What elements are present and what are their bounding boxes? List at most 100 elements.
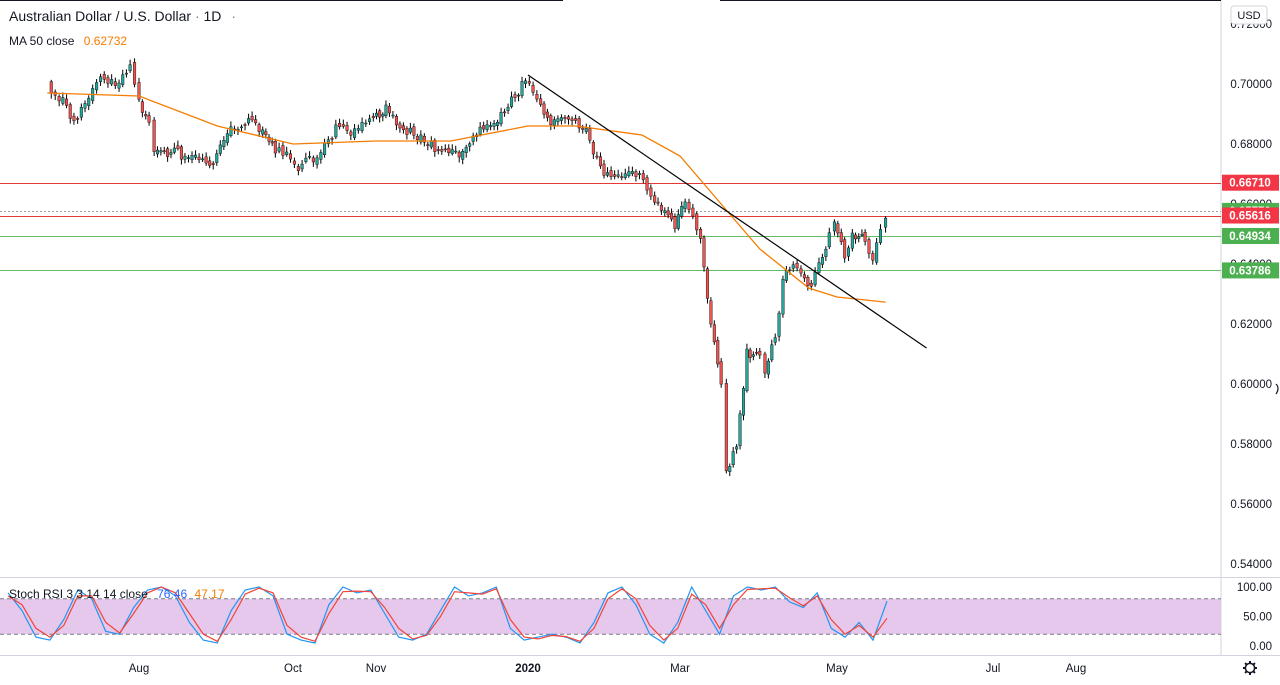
- stoch-rsi-legend[interactable]: Stoch RSI 3 3 14 14 close 76.46 47.17: [9, 587, 225, 601]
- candle-body: [415, 136, 419, 140]
- legend-more-icon[interactable]: ·: [231, 8, 236, 24]
- candle-body: [616, 174, 620, 177]
- candle-body: [839, 232, 843, 242]
- candle-body: [72, 115, 76, 122]
- candle-body: [627, 171, 631, 177]
- candle-body: [884, 217, 888, 228]
- candle-body: [117, 82, 121, 89]
- candle-body: [659, 204, 663, 211]
- candle-body: [412, 126, 416, 136]
- candle-body: [620, 176, 624, 178]
- candle-body: [645, 177, 649, 191]
- stoch-rsi-d-value: 47.17: [194, 587, 225, 601]
- candle-body: [436, 149, 440, 151]
- candle-body: [378, 110, 382, 118]
- settings-gear-icon[interactable]: [1243, 661, 1257, 675]
- candle-body: [806, 277, 810, 286]
- candle-body: [860, 234, 864, 236]
- candle-body: [641, 173, 645, 180]
- candle-body: [567, 116, 571, 120]
- candle-body: [773, 337, 777, 343]
- candle-body: [824, 248, 828, 257]
- candle-body: [429, 141, 433, 148]
- candle-body: [588, 128, 592, 141]
- candle-body: [454, 150, 458, 153]
- candle-body: [371, 116, 375, 118]
- candle-body: [687, 202, 691, 210]
- candle-body: [676, 214, 680, 229]
- candle-body: [387, 106, 391, 114]
- candle-body: [552, 119, 556, 126]
- candle-body: [584, 128, 588, 132]
- candle-body: [503, 111, 507, 114]
- candle-body: [863, 232, 867, 242]
- candle-body: [162, 150, 166, 152]
- candle-body: [270, 141, 274, 144]
- candle-body: [854, 234, 858, 240]
- candle-body: [781, 278, 785, 315]
- candle-body: [570, 118, 574, 121]
- candle-body: [763, 353, 767, 374]
- candle-body: [364, 122, 368, 125]
- candle-body: [602, 163, 606, 176]
- candle-body: [683, 201, 687, 209]
- candle-body: [401, 125, 405, 130]
- candle-body: [875, 242, 879, 263]
- candle-body: [250, 116, 254, 121]
- price-tick-label: 0.62000: [1230, 319, 1272, 331]
- stoch-rsi-k-line: [7, 585, 888, 644]
- candle-body: [731, 451, 735, 466]
- symbol-legend[interactable]: Australian Dollar / U.S. Dollar · 1D ·: [9, 8, 236, 24]
- candle-body: [836, 223, 840, 234]
- candle-body: [326, 139, 330, 145]
- rsi-tick-label: 50.00: [1243, 612, 1272, 624]
- candle-body: [197, 156, 201, 161]
- candle-body: [264, 131, 268, 136]
- candle-body: [281, 145, 285, 156]
- candle-body: [847, 247, 851, 257]
- candle-body: [871, 253, 875, 261]
- candle-body: [422, 135, 426, 143]
- interval-label: 1D: [203, 8, 222, 24]
- candle-body: [802, 274, 806, 279]
- candle-body: [535, 93, 539, 100]
- candle-body: [637, 173, 641, 175]
- price-tag: [1222, 174, 1279, 191]
- ma-legend[interactable]: MA 50 close 0.62732: [9, 34, 127, 48]
- candle-body: [758, 350, 762, 356]
- candle-body: [57, 96, 61, 102]
- candle-body: [391, 114, 395, 117]
- candle-body: [461, 151, 465, 160]
- candle-body: [239, 126, 243, 129]
- candle-body: [623, 173, 627, 178]
- candle-body: [496, 121, 500, 126]
- candle-body: [506, 107, 510, 111]
- candle-body: [634, 171, 638, 177]
- stoch-rsi-d-line: [7, 586, 888, 643]
- price-tag: [1222, 207, 1279, 224]
- candle-body: [140, 101, 144, 113]
- candle-body: [735, 446, 739, 450]
- candle-body: [745, 348, 749, 391]
- candle-body: [349, 131, 353, 136]
- candle-body: [194, 154, 198, 158]
- candle-body: [68, 104, 72, 119]
- candle-body: [468, 143, 472, 147]
- candle-body: [748, 349, 752, 358]
- price-tag-label: 0.66710: [1229, 178, 1271, 190]
- candle-body: [277, 147, 281, 152]
- candle-body: [124, 72, 128, 75]
- candle-body: [510, 96, 514, 107]
- price-tick-label: 0.60000: [1230, 379, 1272, 391]
- candle-body: [288, 153, 292, 160]
- currency-label: USD: [1237, 10, 1260, 22]
- candle-body: [457, 151, 461, 158]
- legend-separator: ·: [194, 8, 200, 24]
- candle-body: [353, 128, 357, 138]
- ma-value: 0.62732: [83, 34, 128, 48]
- candle-body: [545, 111, 549, 118]
- candle-body: [832, 221, 836, 232]
- rsi-tick-label: 100.00: [1237, 582, 1272, 594]
- candle-body: [755, 352, 759, 354]
